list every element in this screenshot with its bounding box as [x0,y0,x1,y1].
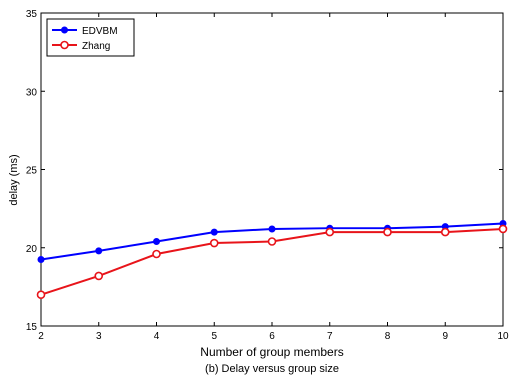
x-tick-label: 3 [96,331,102,342]
axes [40,12,504,327]
y-tick-label: 30 [26,87,38,98]
data-point [37,255,45,263]
data-point [153,237,160,245]
data-point [498,224,508,234]
series [36,219,508,300]
data-point [268,225,276,233]
x-tick-label: 8 [385,331,391,342]
data-point [36,290,46,300]
legend-box [46,18,135,57]
x-tick-label: 9 [442,331,448,342]
legend-marker [60,40,69,50]
y-tick-label: 35 [26,9,38,20]
y-tick-label: 20 [26,244,38,255]
legend-entry: Zhang [52,40,110,52]
x-axis-label: Number of group members [200,345,343,359]
ticks: 2 3 4 5 6 7 8 9 10 15 20 25 30 35 [26,9,509,342]
chart-caption: (b) Delay versus group size [205,363,339,375]
data-point [209,238,219,248]
legend-entry: EDVBM [52,26,118,37]
x-tick-label: 5 [211,331,217,342]
legend-label: Zhang [82,41,110,52]
legend: EDVBM Zhang [46,18,135,57]
data-point [325,227,335,237]
x-tick-label: 4 [154,331,160,342]
data-point [210,228,218,236]
legend-marker [61,26,68,34]
data-point [95,247,103,255]
data-point [267,237,277,246]
series-zhang [36,224,508,300]
plot-frame [40,12,504,327]
y-axis-label: delay (ms) [8,154,20,205]
data-point [440,227,450,237]
data-point [383,227,392,237]
y-tick-label: 15 [26,322,38,333]
x-tick-label: 7 [327,331,333,342]
data-point [94,271,104,281]
data-point [152,249,161,259]
x-tick-label: 2 [38,331,44,342]
legend-label: EDVBM [82,26,118,37]
x-tick-label: 6 [269,331,275,342]
y-tick-label: 25 [26,166,38,177]
x-tick-label: 10 [497,331,509,342]
